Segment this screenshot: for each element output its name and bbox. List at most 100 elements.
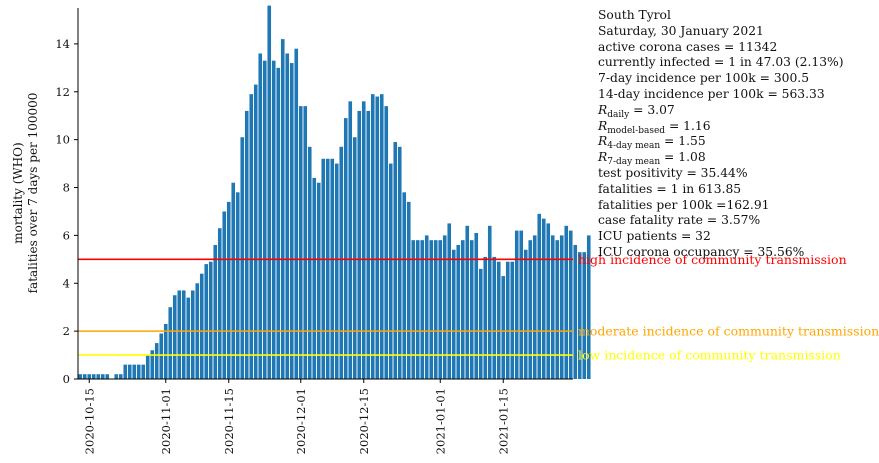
bar <box>451 249 456 379</box>
bar <box>285 53 290 379</box>
region-name: South Tyrol <box>598 8 671 22</box>
y-tick-label: 12 <box>55 85 70 99</box>
bar <box>271 60 276 379</box>
y-axis-label-line2: fatalities over 7 days per 100000 <box>26 93 40 294</box>
bar <box>393 142 398 379</box>
report-date: Saturday, 30 January 2021 <box>598 23 764 38</box>
info-panel: South Tyrol Saturday, 30 January 2021 ac… <box>598 8 844 261</box>
bar <box>352 137 357 379</box>
bar <box>177 290 182 379</box>
bar <box>514 230 519 379</box>
x-tick-label: 2021-01-01 <box>433 388 447 454</box>
bar <box>91 374 96 379</box>
bar <box>523 249 528 379</box>
bar <box>402 192 407 379</box>
bar <box>339 146 344 379</box>
y-tick-label: 2 <box>63 324 70 338</box>
bar <box>141 364 146 379</box>
bar <box>172 295 177 379</box>
bar <box>384 106 389 379</box>
y-tick-label: 8 <box>63 181 70 195</box>
bar <box>496 261 501 379</box>
bar <box>325 158 330 379</box>
currently-infected: currently infected = 1 in 47.03 (2.13%) <box>598 55 844 70</box>
y-tick-label: 4 <box>63 276 70 290</box>
bar <box>370 94 375 380</box>
y-tick-label: 10 <box>55 133 70 147</box>
bar <box>532 235 537 379</box>
x-tick-label: 2021-01-15 <box>496 388 510 454</box>
bar <box>213 244 218 379</box>
r-symbol: R <box>598 134 608 149</box>
r-7day-mean: R7-day mean = 1.08 <box>598 150 844 167</box>
bar <box>487 225 492 379</box>
bar <box>465 225 470 379</box>
bar <box>469 240 474 379</box>
bar <box>555 240 560 379</box>
bar <box>87 374 92 379</box>
threshold-lines: high incidence of community transmission… <box>78 252 879 363</box>
bar <box>501 276 506 379</box>
bar <box>334 163 339 379</box>
x-tick-label: 2020-12-01 <box>294 388 308 454</box>
bar <box>249 94 254 380</box>
bar <box>222 211 227 379</box>
bar <box>208 261 213 379</box>
bar <box>460 240 465 379</box>
bar <box>568 230 573 379</box>
bar <box>226 201 231 379</box>
bar <box>537 213 542 379</box>
bar <box>118 374 123 379</box>
bar <box>528 240 533 379</box>
x-tick-label: 2020-11-15 <box>222 388 236 454</box>
bar <box>321 158 326 379</box>
r-model-value: = 1.16 <box>665 118 711 133</box>
bar <box>379 94 384 380</box>
bar <box>253 84 258 379</box>
bar <box>163 323 168 379</box>
bar <box>235 192 240 379</box>
bar <box>127 364 132 379</box>
bar <box>456 244 461 379</box>
bar <box>190 290 195 379</box>
bar <box>204 264 209 379</box>
r-daily-subscript: daily <box>607 109 630 120</box>
bar <box>447 223 452 379</box>
r-symbol: R <box>598 150 608 165</box>
bar <box>150 350 155 379</box>
bar <box>559 235 564 379</box>
bar <box>510 261 515 379</box>
r-symbol: R <box>598 102 608 117</box>
test-positivity: test positivity = 35.44% <box>598 165 748 180</box>
bar <box>159 333 164 379</box>
bar <box>474 232 479 379</box>
bar <box>262 60 267 379</box>
bar <box>420 240 425 379</box>
bar <box>483 256 488 379</box>
bar <box>240 137 245 379</box>
bar <box>186 297 191 379</box>
bar <box>582 252 587 379</box>
bar <box>145 355 150 379</box>
bar <box>442 235 447 379</box>
bar <box>388 163 393 379</box>
bar <box>231 182 236 379</box>
bar <box>316 182 321 379</box>
active-cases: active corona cases = 11342 <box>598 39 778 54</box>
threshold-label: moderate incidence of community transmis… <box>578 324 879 339</box>
bar <box>181 290 186 379</box>
threshold-label: high incidence of community transmission <box>578 252 847 267</box>
bar <box>244 110 249 380</box>
icu-occupancy: ICU corona occupancy = 35.56% <box>598 244 805 259</box>
bar <box>303 106 308 379</box>
threshold-label: low incidence of community transmission <box>578 348 841 363</box>
icu-patients: ICU patients = 32 <box>598 229 711 244</box>
case-fatality-rate: case fatality rate = 3.57% <box>598 213 761 228</box>
bar <box>424 235 429 379</box>
axes: 0 2 4 6 8 10 12 14 2020-10-15 2020-11-01 2020-11-1… <box>55 8 573 454</box>
bar <box>433 240 438 379</box>
bar <box>114 374 119 379</box>
x-tick-label: 2020-12-15 <box>357 388 371 454</box>
bar <box>276 67 281 379</box>
